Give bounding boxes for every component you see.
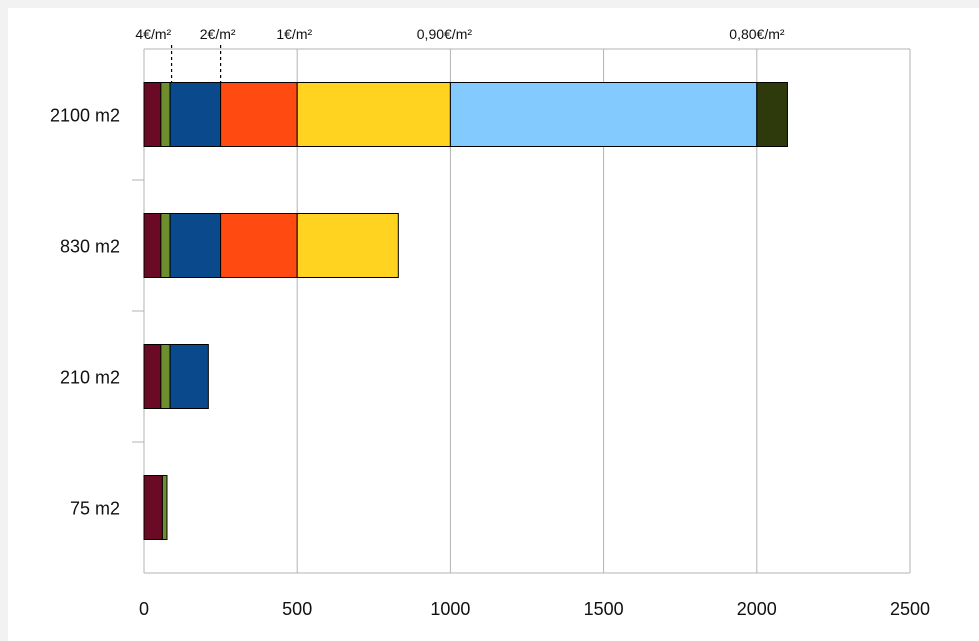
bar-1-segment-3 (220, 213, 298, 278)
bar-0-segment-5 (449, 82, 758, 147)
chart-panel: 4€/m² 2€/m² 1€/m² 0,90€/m² 0,80€/m² 0 500 1000… (8, 8, 979, 641)
x-tick-label-0: 0 (139, 599, 149, 619)
bar-3-segment-0 (143, 475, 163, 540)
category-label-1: 830 m2 (60, 237, 120, 257)
price-annotations: 4€/m² 2€/m² 1€/m² 0,90€/m² 0,80€/m² (135, 26, 785, 83)
stacked-bar-chart: 4€/m² 2€/m² 1€/m² 0,90€/m² 0,80€/m² 0 500 1000… (50, 26, 930, 620)
price-label-1: 2€/m² (200, 26, 236, 42)
bar-1-segment-4 (296, 213, 399, 278)
bar-0-segment-4 (296, 82, 451, 147)
category-label-2: 210 m2 (60, 368, 120, 388)
price-label-0: 4€/m² (135, 26, 171, 42)
bar-1-segment-1 (160, 213, 171, 278)
bar-2-segment-1 (160, 344, 171, 409)
bar-0-segment-2 (169, 82, 222, 147)
bars (143, 82, 788, 540)
bar-2-segment-2 (169, 344, 209, 409)
x-tick-label-2000: 2000 (737, 599, 777, 619)
x-tick-label-500: 500 (282, 599, 312, 619)
x-tick-label-1500: 1500 (584, 599, 624, 619)
category-label-0: 2100 m2 (50, 106, 120, 126)
bar-0-segment-1 (160, 82, 171, 147)
bar-0-segment-3 (220, 82, 298, 147)
bar-0-segment-6 (756, 82, 788, 147)
price-label-4: 0,80€/m² (729, 26, 785, 42)
bar-3-segment-1 (161, 475, 168, 540)
bar-1-segment-2 (169, 213, 222, 278)
category-label-3: 75 m2 (70, 499, 120, 519)
bar-2-segment-0 (143, 344, 162, 409)
bar-0-segment-0 (143, 82, 162, 147)
bar-1-segment-0 (143, 213, 162, 278)
price-label-3: 0,90€/m² (417, 26, 473, 42)
price-label-2: 1€/m² (276, 26, 312, 42)
x-tick-label-2500: 2500 (890, 599, 930, 619)
x-tick-label-1000: 1000 (430, 599, 470, 619)
labels: 0 500 1000 1500 2000 2500 2100 m2 830 m2 210 m2 7… (50, 106, 930, 620)
